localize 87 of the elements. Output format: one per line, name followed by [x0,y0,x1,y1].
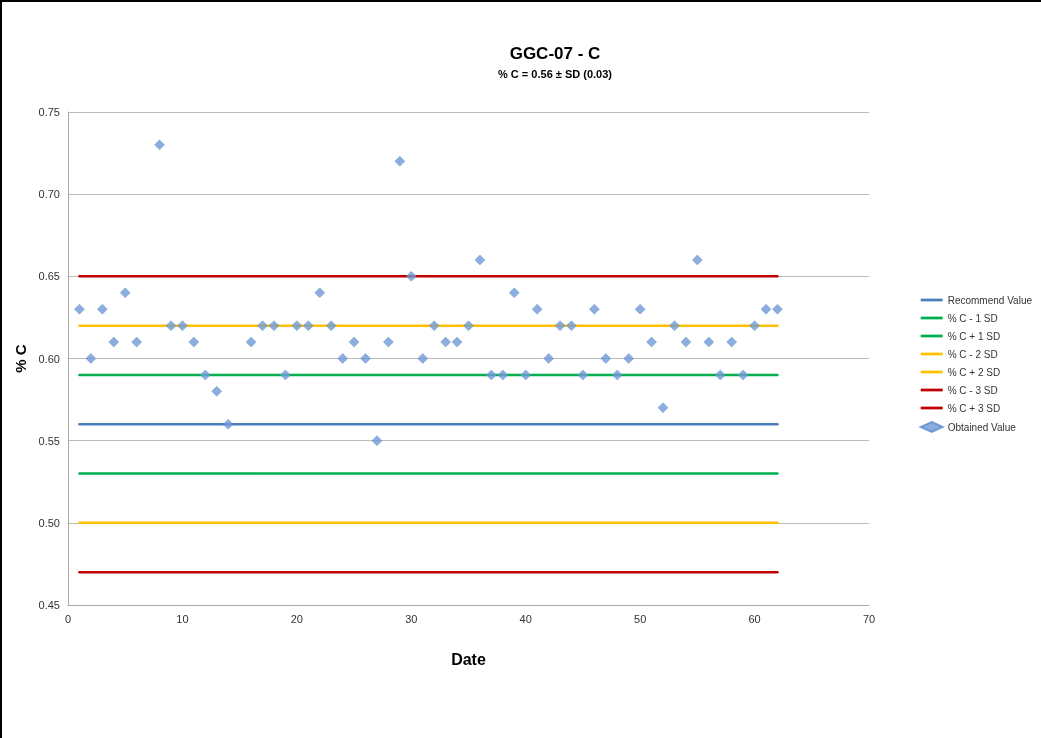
chart-subtitle: % C = 0.56 ± SD (0.03) [498,67,613,80]
y-tick-label: 0.45 [38,599,60,611]
point [760,303,772,315]
point [417,353,428,364]
point [165,320,177,331]
point [406,271,417,282]
point [428,320,440,331]
point [646,336,657,348]
point [371,435,383,446]
point [337,353,348,364]
point [211,386,223,397]
point [726,336,737,348]
point [703,336,715,348]
y-tick-label: 0.50 [38,516,60,529]
x-tick-label: 50 [634,612,647,625]
point [74,303,85,315]
point [692,254,703,266]
point [554,320,566,331]
legend-label: % C + 3 SD [947,402,1001,414]
y-tick-label: 0.60 [38,352,60,365]
point [772,303,783,315]
point [440,336,451,348]
point [257,320,268,331]
point [108,336,120,348]
legend-label: Obtained Value [947,421,1017,433]
point [291,320,303,331]
point [119,287,131,299]
y-tick-label: 0.75 [38,106,60,118]
point [394,156,406,167]
legend-label: % C - 1 SD [947,312,998,324]
point [131,336,142,348]
point [383,336,394,348]
point [657,402,669,414]
legend-label: % C - 2 SD [947,348,998,360]
point [245,336,257,348]
point [634,303,646,315]
x-tick-label: 60 [748,612,761,625]
x-tick-label: 70 [862,612,876,625]
point [348,336,360,348]
point [680,336,692,348]
legend-label: % C - 3 SD [947,384,998,396]
x-axis-title: Date [451,650,486,668]
point [360,353,371,364]
x-tick-label: 40 [519,612,532,625]
point [737,369,749,381]
point [669,320,680,331]
point [623,353,634,364]
point [280,369,291,381]
y-tick-label: 0.65 [38,270,60,283]
x-tick-label: 20 [290,612,303,625]
point [497,369,509,381]
point [325,320,337,331]
point [451,336,463,348]
point [509,287,520,299]
point [520,369,531,381]
point [154,139,165,151]
point [177,320,188,331]
point [612,369,623,381]
legend-label: % C + 2 SD [947,366,1001,378]
point [268,320,280,331]
point [589,303,600,315]
point [85,353,97,364]
x-tick-label: 10 [176,612,189,625]
x-tick-label: 0 [64,612,72,625]
point [566,320,577,331]
legend-label: % C + 1 SD [947,330,1001,342]
point [474,254,486,266]
y-tick-label: 0.70 [38,188,60,201]
point [486,369,497,381]
point [531,303,543,315]
y-axis-title: % C [11,344,29,373]
point [222,418,234,430]
x-tick-label: 30 [405,612,418,625]
point [200,369,211,381]
point [543,353,554,364]
y-tick-label: 0.55 [38,434,60,447]
point [577,369,589,381]
point [303,320,314,331]
point [463,320,474,331]
point [314,287,325,299]
chart-title: GGC-07 - C [509,44,601,63]
legend-label: Recommend Value [947,294,1033,306]
point [714,369,726,381]
point [600,353,612,364]
point [188,336,200,348]
point [97,303,108,315]
point [749,320,760,331]
